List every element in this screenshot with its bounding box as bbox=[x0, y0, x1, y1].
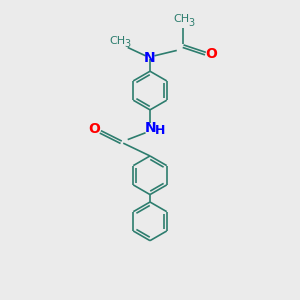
Text: O: O bbox=[206, 47, 218, 61]
Text: H: H bbox=[155, 124, 166, 137]
Text: O: O bbox=[88, 122, 101, 136]
Text: 3: 3 bbox=[124, 40, 130, 50]
Text: N: N bbox=[144, 52, 156, 65]
Text: N: N bbox=[145, 121, 156, 135]
Text: CH: CH bbox=[109, 36, 125, 46]
Text: 3: 3 bbox=[188, 18, 194, 28]
Text: CH: CH bbox=[173, 14, 189, 24]
